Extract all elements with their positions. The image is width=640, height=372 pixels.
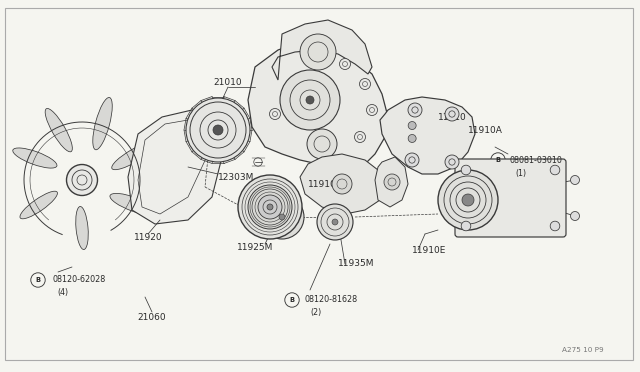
Circle shape	[550, 221, 560, 231]
Circle shape	[355, 131, 365, 142]
Circle shape	[367, 105, 378, 115]
Circle shape	[317, 204, 353, 240]
FancyBboxPatch shape	[5, 8, 633, 360]
Circle shape	[462, 194, 474, 206]
Circle shape	[438, 170, 498, 230]
Circle shape	[339, 58, 351, 70]
Circle shape	[332, 219, 338, 225]
Text: 21060: 21060	[138, 312, 166, 321]
Circle shape	[258, 195, 282, 219]
Circle shape	[300, 34, 336, 70]
Polygon shape	[248, 44, 388, 174]
Circle shape	[260, 195, 304, 239]
Circle shape	[360, 78, 371, 90]
Text: 11935M: 11935M	[338, 260, 374, 269]
Circle shape	[461, 165, 471, 175]
Text: 08120-62028: 08120-62028	[52, 276, 105, 285]
Text: (4): (4)	[57, 289, 68, 298]
Text: (1): (1)	[515, 169, 526, 177]
Circle shape	[408, 103, 422, 117]
Text: 11910E: 11910E	[308, 180, 342, 189]
Circle shape	[279, 214, 285, 220]
Ellipse shape	[112, 141, 157, 170]
Text: 12303M: 12303M	[218, 173, 254, 182]
Circle shape	[445, 155, 459, 169]
Circle shape	[267, 204, 273, 210]
Ellipse shape	[13, 148, 57, 168]
Circle shape	[550, 165, 560, 175]
Circle shape	[405, 153, 419, 167]
Text: B: B	[289, 297, 294, 303]
Polygon shape	[272, 20, 372, 80]
Circle shape	[570, 176, 579, 185]
Ellipse shape	[76, 206, 88, 250]
FancyBboxPatch shape	[455, 159, 566, 237]
Circle shape	[445, 107, 459, 121]
Ellipse shape	[20, 191, 58, 219]
Circle shape	[570, 212, 579, 221]
Ellipse shape	[110, 193, 159, 216]
Text: A275 10 P9: A275 10 P9	[562, 347, 604, 353]
Text: 08081-03010: 08081-03010	[510, 155, 563, 164]
Circle shape	[332, 174, 352, 194]
Circle shape	[186, 98, 250, 162]
Text: 11910E: 11910E	[412, 246, 446, 254]
Polygon shape	[380, 97, 475, 174]
Text: 11925M: 11925M	[237, 243, 273, 251]
Circle shape	[67, 164, 97, 196]
Text: 08120-81628: 08120-81628	[305, 295, 358, 305]
Text: 11910A: 11910A	[468, 125, 503, 135]
Text: 11920: 11920	[134, 232, 163, 241]
Ellipse shape	[93, 97, 112, 150]
Circle shape	[307, 129, 337, 159]
Circle shape	[408, 122, 416, 129]
Text: B: B	[495, 157, 500, 163]
Circle shape	[408, 134, 416, 142]
Ellipse shape	[45, 109, 72, 152]
Text: B: B	[35, 277, 40, 283]
Polygon shape	[375, 157, 408, 207]
Circle shape	[461, 221, 471, 231]
Polygon shape	[300, 154, 385, 214]
Circle shape	[269, 109, 280, 119]
Polygon shape	[128, 110, 222, 224]
Text: 21010: 21010	[214, 77, 243, 87]
Text: (2): (2)	[310, 308, 321, 317]
Circle shape	[384, 174, 400, 190]
Circle shape	[238, 175, 302, 239]
Circle shape	[306, 96, 314, 104]
Circle shape	[213, 125, 223, 135]
Circle shape	[248, 185, 292, 229]
Text: 11910: 11910	[438, 112, 467, 122]
Circle shape	[280, 70, 340, 130]
